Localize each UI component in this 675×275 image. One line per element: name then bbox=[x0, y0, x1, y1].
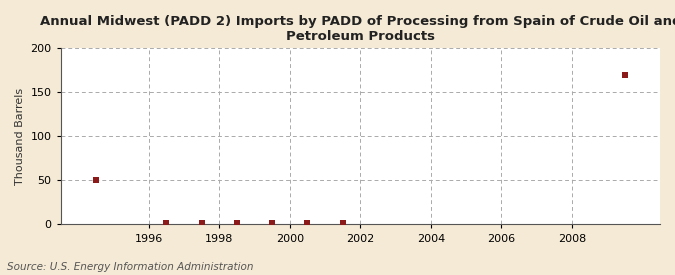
Point bbox=[232, 221, 242, 225]
Point bbox=[620, 73, 630, 77]
Point bbox=[161, 221, 172, 225]
Point bbox=[267, 221, 277, 225]
Point bbox=[338, 221, 348, 225]
Title: Annual Midwest (PADD 2) Imports by PADD of Processing from Spain of Crude Oil an: Annual Midwest (PADD 2) Imports by PADD … bbox=[40, 15, 675, 43]
Text: Source: U.S. Energy Information Administration: Source: U.S. Energy Information Administ… bbox=[7, 262, 253, 272]
Point bbox=[90, 178, 101, 183]
Point bbox=[302, 221, 313, 225]
Y-axis label: Thousand Barrels: Thousand Barrels bbox=[15, 88, 25, 185]
Point bbox=[196, 221, 207, 225]
